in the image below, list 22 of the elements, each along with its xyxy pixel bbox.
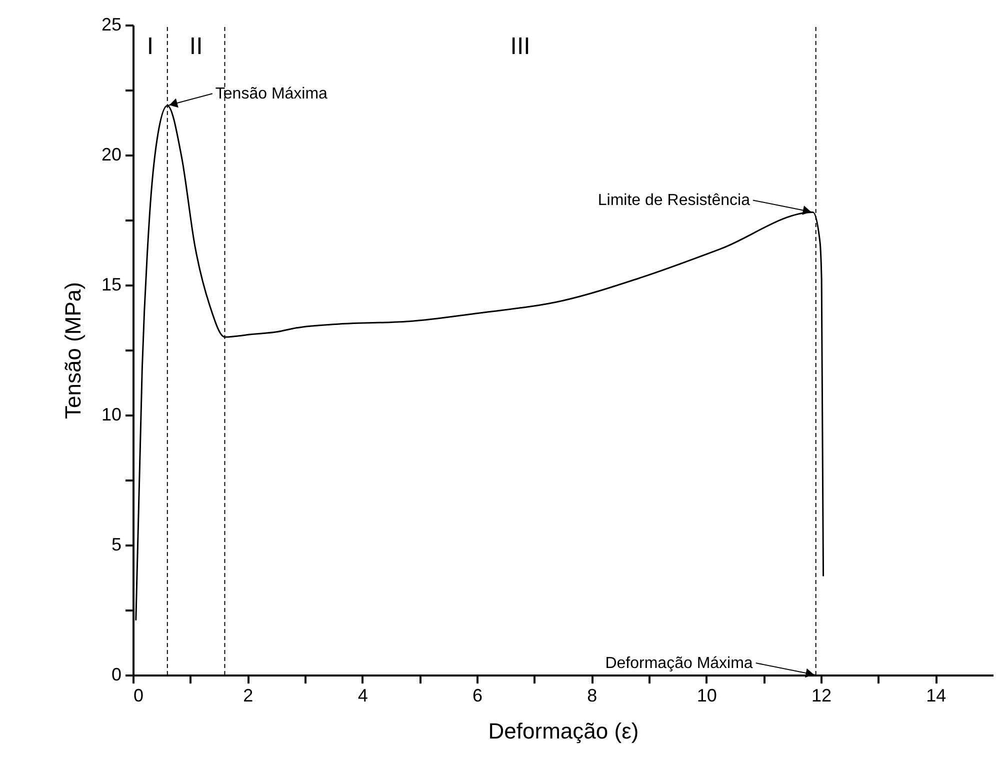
x-tick-label: 14 [926, 686, 946, 706]
y-axis-title: Tensão (MPa) [60, 282, 86, 419]
annotation: Deformação Máxima [605, 655, 753, 672]
y-tick-label: 25 [101, 14, 122, 34]
annotation: Limite de Resistência [598, 192, 750, 210]
annotation: Tensão Máxima [215, 86, 328, 103]
y-tick-label: 20 [101, 144, 122, 164]
annotation: III [510, 33, 530, 60]
y-tick-label: 5 [111, 534, 122, 554]
annotation: II [189, 33, 203, 60]
x-tick-label: 8 [587, 686, 598, 706]
y-tick-label: 10 [101, 404, 122, 424]
x-tick-label: 4 [358, 686, 368, 706]
y-tick-label: 15 [101, 274, 122, 294]
x-tick-label: 0 [134, 686, 144, 706]
x-tick-label: 10 [696, 686, 717, 706]
y-tick-label: 0 [111, 664, 122, 684]
x-tick-label: 12 [811, 686, 832, 706]
x-axis-title: Deformação (ε) [488, 718, 639, 744]
x-tick-label: 2 [243, 686, 254, 706]
annotation: I [146, 33, 154, 60]
x-tick-label: 6 [472, 686, 483, 706]
